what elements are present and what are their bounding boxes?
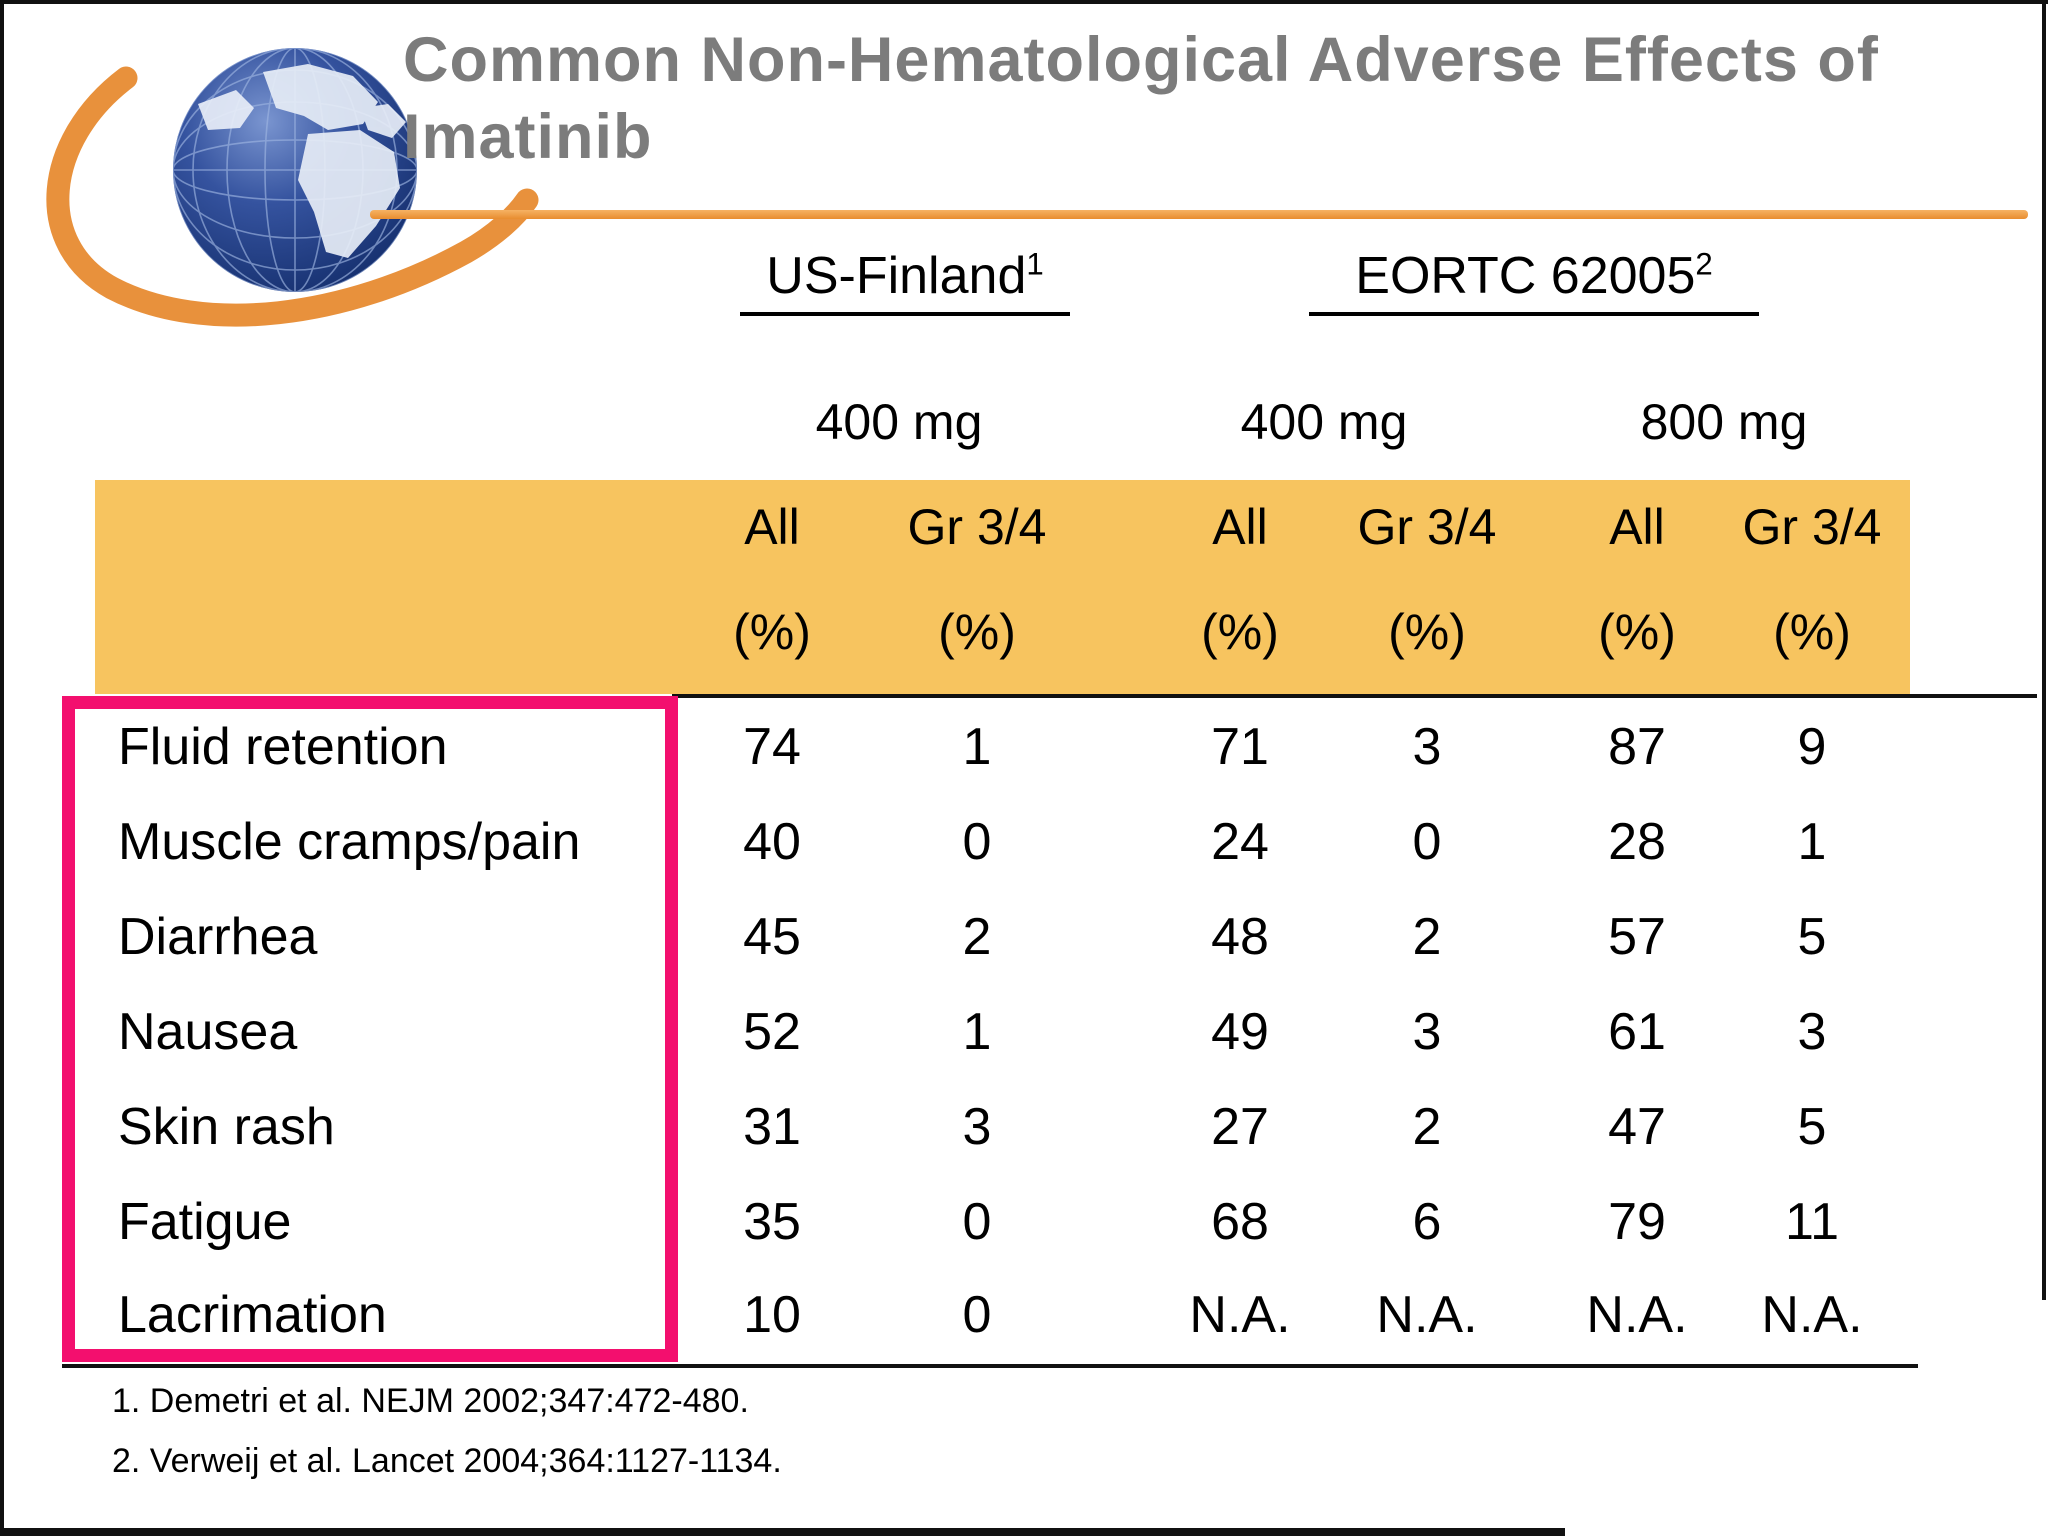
cell-value: 27 [1211, 1098, 1269, 1156]
globe-landmass [198, 64, 406, 258]
footnote-1: 1. Demetri et al. NEJM 2002;347:472-480. [112, 1382, 749, 1420]
cell-value: 3 [1412, 718, 1442, 776]
col-header-all-1: All [744, 499, 800, 555]
cell-value: 1 [962, 718, 992, 776]
cell-value: N.A. [1189, 1286, 1291, 1344]
row-label: Muscle cramps/pain [118, 813, 581, 871]
row-label: Fatigue [118, 1193, 292, 1251]
dose-label-us-400: 400 mg [815, 394, 983, 450]
cell-value: 0 [962, 1286, 992, 1344]
cell-value: 9 [1797, 718, 1827, 776]
row-label: Fluid retention [118, 718, 448, 776]
page-title-line1: Common Non-Hematological Adverse Effects… [403, 25, 1879, 95]
table-row: Fluid retention 74 1 71 3 87 9 [0, 700, 2048, 794]
table-row: Fatigue 35 0 68 6 79 11 [0, 1175, 2048, 1269]
table-row: Skin rash 31 3 27 2 47 5 [0, 1080, 2048, 1174]
col-header-pct-1: (%) [733, 604, 811, 660]
highlight-box [62, 696, 678, 1362]
col-header-gr34-1: Gr 3/4 [907, 499, 1047, 555]
cell-value: 79 [1608, 1193, 1666, 1251]
cell-value: 74 [743, 718, 801, 776]
cell-value: 35 [743, 1193, 801, 1251]
row-label: Diarrhea [118, 908, 318, 966]
table-bottom-rule [62, 1364, 1918, 1368]
title-underline-rule [370, 210, 2028, 219]
cell-value: 1 [1797, 813, 1827, 871]
table-row: Nausea 52 1 49 3 61 3 [0, 985, 2048, 1079]
cell-value: 45 [743, 908, 801, 966]
slide-border-right [2042, 0, 2046, 1300]
cell-value: 0 [1412, 813, 1442, 871]
cell-value: 6 [1412, 1193, 1442, 1251]
cell-value: 24 [1211, 813, 1269, 871]
col-header-pct-2: (%) [938, 604, 1016, 660]
cell-value: 5 [1797, 1098, 1827, 1156]
cell-value: 57 [1608, 908, 1666, 966]
page-title-line2: Imatinib [403, 102, 653, 172]
col-header-pct-5: (%) [1598, 604, 1676, 660]
group-label: US-Finland [766, 247, 1027, 305]
row-label: Nausea [118, 1003, 298, 1061]
page-title: Common Non-Hematological Adverse Effects… [403, 22, 2033, 176]
cell-value: 1 [962, 1003, 992, 1061]
cell-value: 0 [962, 813, 992, 871]
cell-value: 49 [1211, 1003, 1269, 1061]
row-label: Lacrimation [118, 1286, 387, 1344]
col-header-all-2: All [1212, 499, 1268, 555]
cell-value: N.A. [1376, 1286, 1478, 1344]
dose-label-eortc-400: 400 mg [1240, 394, 1408, 450]
cell-value: N.A. [1586, 1286, 1688, 1344]
cell-value: 11 [1785, 1193, 1839, 1251]
footnote-2: 2. Verweij et al. Lancet 2004;364:1127-1… [112, 1442, 782, 1480]
cell-value: 0 [962, 1193, 992, 1251]
globe-logo [46, 48, 539, 327]
cell-value: 2 [1412, 908, 1442, 966]
table-row: Lacrimation 10 0 N.A. N.A. N.A. N.A. [0, 1268, 2048, 1362]
cell-value: 68 [1211, 1193, 1269, 1251]
cell-value: 48 [1211, 908, 1269, 966]
row-label: Skin rash [118, 1098, 335, 1156]
cell-value: 2 [962, 908, 992, 966]
header-bottom-rule [672, 694, 2037, 698]
slide-border-top [0, 0, 2048, 4]
cell-value: 2 [1412, 1098, 1442, 1156]
col-header-all-3: All [1609, 499, 1665, 555]
cell-value: 31 [743, 1098, 801, 1156]
group-label: EORTC 62005 [1355, 247, 1696, 305]
cell-value: 61 [1608, 1003, 1666, 1061]
column-group-us-finland: US-Finland1 [740, 248, 1070, 316]
column-group-eortc: EORTC 620052 [1309, 248, 1759, 316]
col-header-gr34-3: Gr 3/4 [1742, 499, 1882, 555]
col-header-pct-6: (%) [1773, 604, 1851, 660]
cell-value: 3 [1797, 1003, 1827, 1061]
slide-border-left [0, 0, 4, 1536]
globe-swoosh [46, 66, 539, 327]
table-row: Muscle cramps/pain 40 0 24 0 28 1 [0, 795, 2048, 889]
cell-value: 3 [962, 1098, 992, 1156]
col-header-pct-3: (%) [1201, 604, 1279, 660]
footnote-ref-1: 1 [1026, 246, 1044, 282]
cell-value: 40 [743, 813, 801, 871]
cell-value: 28 [1608, 813, 1666, 871]
cell-value: 52 [743, 1003, 801, 1061]
cell-value: 71 [1211, 718, 1269, 776]
table-row: Diarrhea 45 2 48 2 57 5 [0, 890, 2048, 984]
cell-value: N.A. [1761, 1286, 1863, 1344]
dose-label-eortc-800: 800 mg [1640, 394, 1808, 450]
cell-value: 87 [1608, 718, 1666, 776]
col-header-gr34-2: Gr 3/4 [1357, 499, 1497, 555]
table-header-band [95, 480, 1910, 694]
cell-value: 47 [1608, 1098, 1666, 1156]
cell-value: 3 [1412, 1003, 1442, 1061]
col-header-pct-4: (%) [1388, 604, 1466, 660]
cell-value: 5 [1797, 908, 1827, 966]
slide-border-bottom [0, 1528, 1565, 1536]
footnote-ref-2: 2 [1695, 246, 1713, 282]
cell-value: 10 [743, 1286, 801, 1344]
